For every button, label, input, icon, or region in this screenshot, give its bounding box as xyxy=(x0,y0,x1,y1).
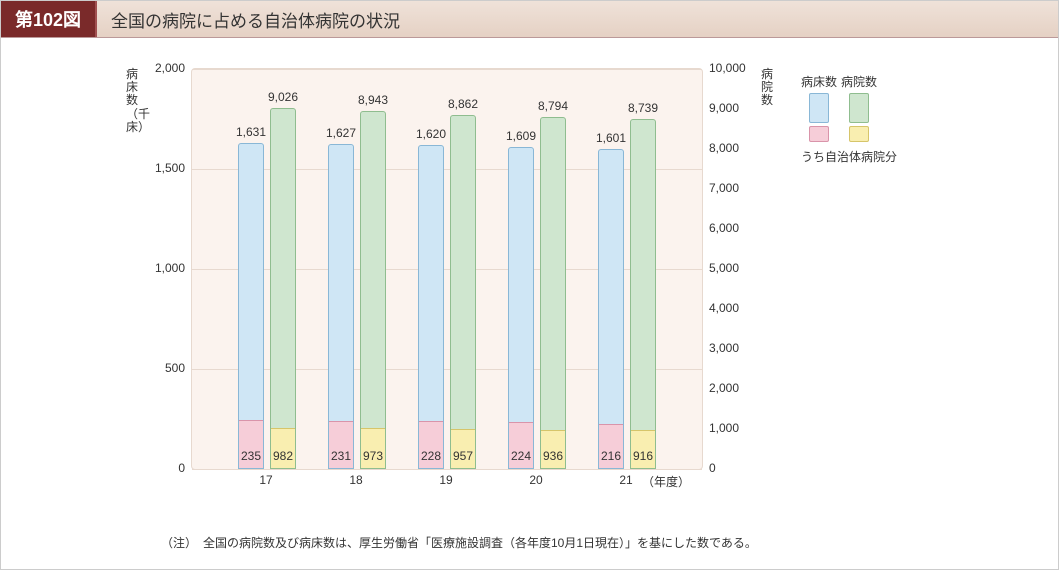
footnote: （注） 全国の病院数及び病床数は、厚生労働省「医療施設調査（各年度10月1日現在… xyxy=(161,534,757,551)
figure-number-badge: 第102図 xyxy=(1,1,97,37)
legend-swatch-beds-muni xyxy=(809,126,829,142)
y-left-tick-label: 1,000 xyxy=(155,261,185,275)
bar-beds-total xyxy=(238,143,264,469)
bar-hosp-total xyxy=(270,108,296,469)
bar-group: 1,620 8,862 228 957 xyxy=(412,69,482,469)
bar-beds-total xyxy=(598,149,624,469)
y-right-tick-label: 0 xyxy=(709,461,716,475)
y-right-tick-label: 1,000 xyxy=(709,421,739,435)
chart-area: 病床数（千床） 病院数 0 500 1,000 1,500 2,000 0 1,000 2,… xyxy=(41,58,1018,498)
legend-hosp-label: 病院数 xyxy=(841,73,877,90)
label-hosp-muni: 936 xyxy=(543,449,563,463)
label-beds-total: 1,631 xyxy=(236,125,266,139)
legend-swatch-beds xyxy=(809,93,829,123)
label-beds-total: 1,627 xyxy=(326,126,356,140)
x-tick-label: 17 xyxy=(259,473,272,487)
grid-line xyxy=(192,469,702,470)
bar-hosp-total xyxy=(450,115,476,469)
legend-swatch-hosp-muni xyxy=(849,126,869,142)
x-tick-label: 18 xyxy=(349,473,362,487)
y-right-tick-label: 10,000 xyxy=(709,61,746,75)
y-left-tick-label: 2,000 xyxy=(155,61,185,75)
bar-beds-total xyxy=(508,147,534,469)
x-axis: 17 18 19 20 21 （年度） xyxy=(191,471,701,491)
label-hosp-total: 8,794 xyxy=(538,99,568,113)
label-hosp-total: 8,862 xyxy=(448,97,478,111)
y-right-tick-label: 4,000 xyxy=(709,301,739,315)
label-beds-muni: 228 xyxy=(421,449,441,463)
y-right-tick-label: 3,000 xyxy=(709,341,739,355)
x-tick-label: 20 xyxy=(529,473,542,487)
y-axis-right-title: 病院数 xyxy=(761,68,775,108)
y-right-tick-label: 8,000 xyxy=(709,141,739,155)
y-right-tick-label: 9,000 xyxy=(709,101,739,115)
label-hosp-muni: 957 xyxy=(453,449,473,463)
x-tick-label: 19 xyxy=(439,473,452,487)
label-beds-muni: 231 xyxy=(331,449,351,463)
figure-container: 第102図 全国の病院に占める自治体病院の状況 病床数（千床） 病院数 0 500… xyxy=(0,0,1059,570)
bar-hosp-total xyxy=(630,119,656,469)
y-left-tick-label: 500 xyxy=(165,361,185,375)
x-tick-label: 21 xyxy=(619,473,632,487)
y-left-tick-label: 1,500 xyxy=(155,161,185,175)
y-right-tick-label: 2,000 xyxy=(709,381,739,395)
label-hosp-total: 9,026 xyxy=(268,90,298,104)
label-hosp-total: 8,739 xyxy=(628,101,658,115)
y-right-tick-label: 6,000 xyxy=(709,221,739,235)
label-beds-muni: 216 xyxy=(601,449,621,463)
bar-beds-total xyxy=(418,145,444,469)
y-axis-left: 05001,0001,5002,000 xyxy=(146,68,191,468)
bar-group: 1,609 8,794 224 936 xyxy=(502,69,572,469)
legend-swatch-hosp xyxy=(849,93,869,123)
label-beds-total: 1,601 xyxy=(596,131,626,145)
label-hosp-muni: 973 xyxy=(363,449,383,463)
figure-title: 全国の病院に占める自治体病院の状況 xyxy=(97,1,414,37)
label-hosp-muni: 982 xyxy=(273,449,293,463)
y-axis-right: 01,0002,0003,0004,0005,0006,0007,0008,00… xyxy=(701,68,756,468)
legend: 病床数 病院数 うち自治体病院分 xyxy=(801,73,897,165)
x-axis-unit: （年度） xyxy=(642,473,690,490)
bar-hosp-total xyxy=(540,117,566,469)
legend-beds-label: 病床数 xyxy=(801,73,837,90)
legend-muni-label: うち自治体病院分 xyxy=(801,148,897,165)
bar-beds-total xyxy=(328,144,354,469)
y-right-tick-label: 5,000 xyxy=(709,261,739,275)
plot-area: 1,631 9,026 235 982 1,627 8,943 231 973 1,620 8,8… xyxy=(191,68,703,470)
bar-group: 1,601 8,739 216 916 xyxy=(592,69,662,469)
y-right-tick-label: 7,000 xyxy=(709,181,739,195)
label-beds-total: 1,620 xyxy=(416,127,446,141)
title-bar: 第102図 全国の病院に占める自治体病院の状況 xyxy=(1,1,1058,38)
label-beds-muni: 224 xyxy=(511,449,531,463)
bar-group: 1,631 9,026 235 982 xyxy=(232,69,302,469)
label-hosp-muni: 916 xyxy=(633,449,653,463)
label-hosp-total: 8,943 xyxy=(358,93,388,107)
bar-hosp-total xyxy=(360,111,386,469)
y-left-tick-label: 0 xyxy=(178,461,185,475)
y-axis-left-title: 病床数（千床） xyxy=(126,68,140,134)
bar-group: 1,627 8,943 231 973 xyxy=(322,69,392,469)
label-beds-muni: 235 xyxy=(241,449,261,463)
label-beds-total: 1,609 xyxy=(506,129,536,143)
